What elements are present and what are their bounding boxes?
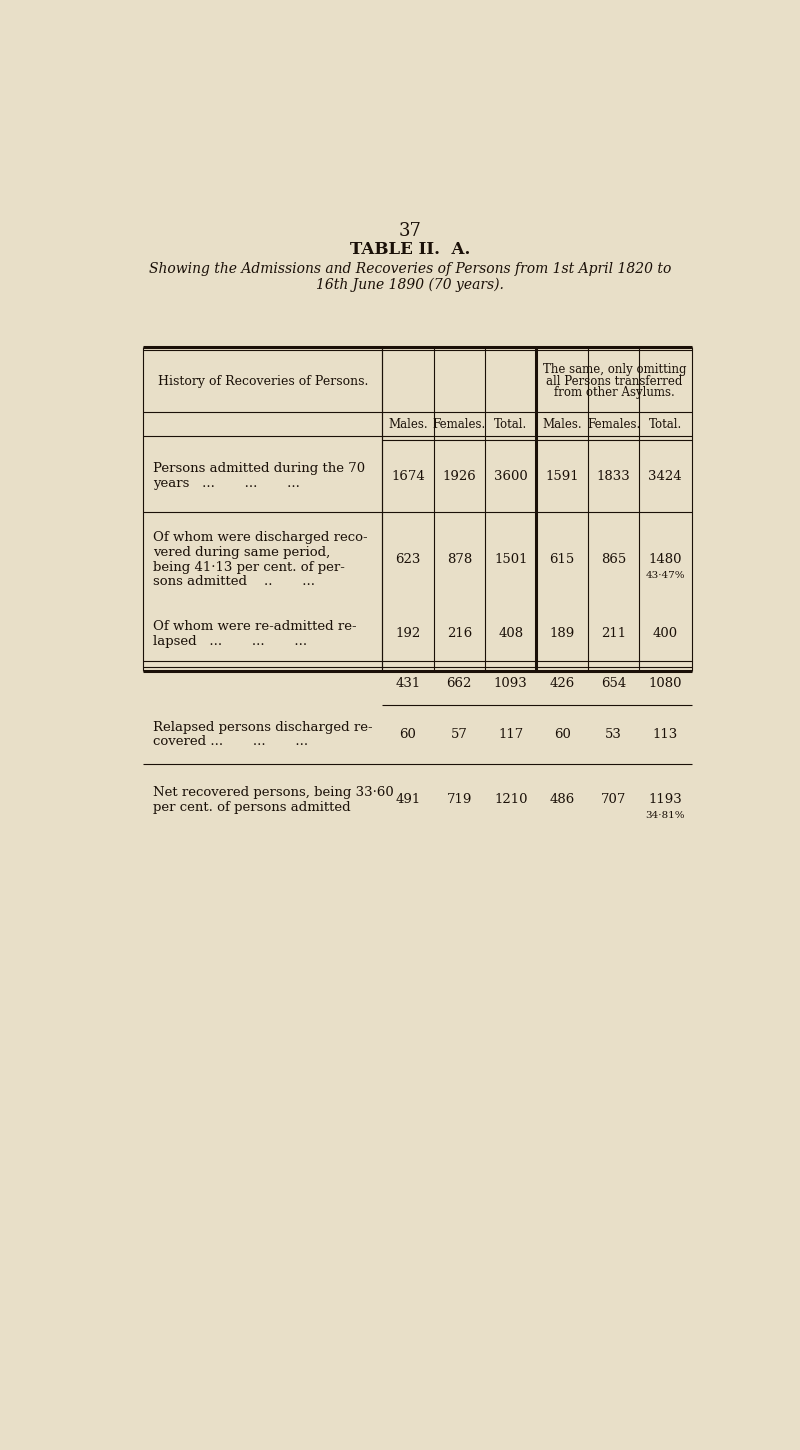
Text: 719: 719 <box>446 793 472 806</box>
Text: years   ...       ...       ...: years ... ... ... <box>153 477 299 490</box>
Text: 216: 216 <box>446 628 472 641</box>
Text: 654: 654 <box>601 677 626 690</box>
Text: TABLE II.  A.: TABLE II. A. <box>350 241 470 258</box>
Text: 53: 53 <box>606 728 622 741</box>
Text: 1210: 1210 <box>494 793 527 806</box>
Text: Persons admitted during the 70: Persons admitted during the 70 <box>153 463 365 476</box>
Text: sons admitted    ..       ...: sons admitted .. ... <box>153 576 314 589</box>
Text: 1480: 1480 <box>648 554 682 567</box>
Text: 486: 486 <box>550 793 575 806</box>
Text: 865: 865 <box>601 554 626 567</box>
Text: 1833: 1833 <box>597 470 630 483</box>
Text: 491: 491 <box>395 793 421 806</box>
Text: 60: 60 <box>554 728 570 741</box>
Text: 60: 60 <box>399 728 416 741</box>
Text: vered during same period,: vered during same period, <box>153 547 330 560</box>
Text: 1591: 1591 <box>546 470 579 483</box>
Text: 117: 117 <box>498 728 523 741</box>
Text: 408: 408 <box>498 628 523 641</box>
Text: lapsed   ...       ...       ...: lapsed ... ... ... <box>153 635 307 648</box>
Text: History of Recoveries of Persons.: History of Recoveries of Persons. <box>158 374 368 387</box>
Text: Relapsed persons discharged re-: Relapsed persons discharged re- <box>153 721 372 734</box>
Text: 662: 662 <box>446 677 472 690</box>
Text: Females.: Females. <box>587 418 640 431</box>
Text: 16th June 1890 (70 years).: 16th June 1890 (70 years). <box>316 278 504 293</box>
Text: Of whom were discharged reco-: Of whom were discharged reco- <box>153 532 367 545</box>
Text: 37: 37 <box>398 222 422 241</box>
Text: 43·47%: 43·47% <box>646 571 685 580</box>
Text: Males.: Males. <box>542 418 582 431</box>
Text: Net recovered persons, being 33·60: Net recovered persons, being 33·60 <box>153 786 394 799</box>
Text: Males.: Males. <box>388 418 428 431</box>
Text: from other Asylums.: from other Asylums. <box>554 386 674 399</box>
Text: 192: 192 <box>395 628 421 641</box>
Text: 623: 623 <box>395 554 421 567</box>
Text: 426: 426 <box>550 677 575 690</box>
Text: 189: 189 <box>550 628 575 641</box>
Text: Of whom were re-admitted re-: Of whom were re-admitted re- <box>153 621 356 634</box>
Text: 1093: 1093 <box>494 677 528 690</box>
Text: 615: 615 <box>550 554 575 567</box>
Text: 1193: 1193 <box>648 793 682 806</box>
Text: 431: 431 <box>395 677 421 690</box>
Text: 34·81%: 34·81% <box>646 811 685 819</box>
Text: 1501: 1501 <box>494 554 527 567</box>
Text: 113: 113 <box>653 728 678 741</box>
Text: 57: 57 <box>451 728 468 741</box>
Text: per cent. of persons admitted: per cent. of persons admitted <box>153 800 350 813</box>
Text: Total.: Total. <box>494 418 527 431</box>
Text: 1926: 1926 <box>442 470 476 483</box>
Text: 3600: 3600 <box>494 470 528 483</box>
Text: covered ...       ...       ...: covered ... ... ... <box>153 735 308 748</box>
Text: all Persons transferred: all Persons transferred <box>546 374 682 387</box>
Text: Total.: Total. <box>649 418 682 431</box>
Text: Showing the Admissions and Recoveries of Persons from 1st April 1820 to: Showing the Admissions and Recoveries of… <box>149 262 671 276</box>
Text: 707: 707 <box>601 793 626 806</box>
Text: 211: 211 <box>601 628 626 641</box>
Text: 878: 878 <box>446 554 472 567</box>
Text: Females.: Females. <box>433 418 486 431</box>
Text: being 41·13 per cent. of per-: being 41·13 per cent. of per- <box>153 561 345 574</box>
Text: 1674: 1674 <box>391 470 425 483</box>
Text: 3424: 3424 <box>648 470 682 483</box>
Text: 1080: 1080 <box>648 677 682 690</box>
Text: 400: 400 <box>653 628 678 641</box>
Text: The same, only omitting: The same, only omitting <box>542 364 686 377</box>
